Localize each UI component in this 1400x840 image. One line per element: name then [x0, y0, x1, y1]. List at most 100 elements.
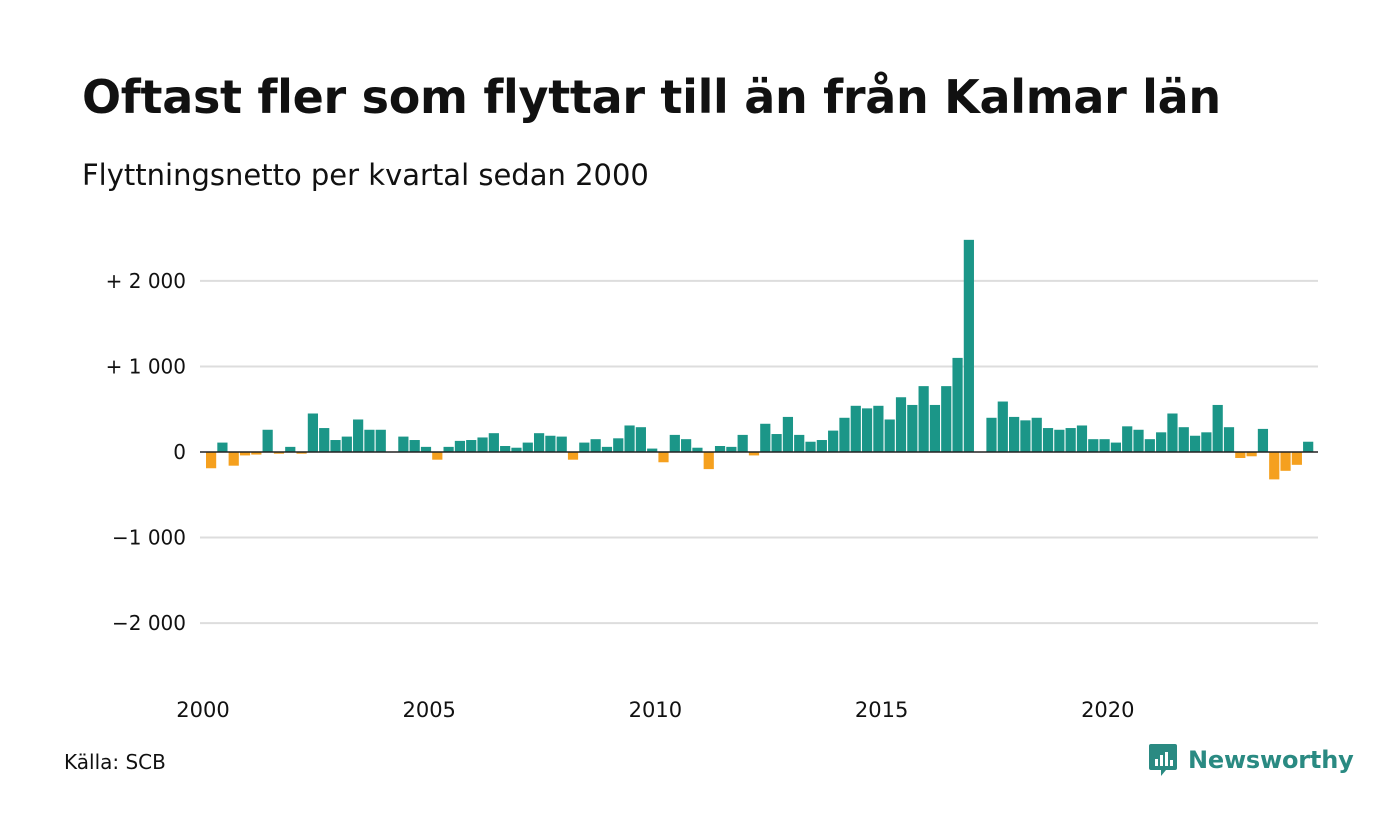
- bar: [273, 452, 285, 454]
- bar: [828, 430, 839, 452]
- bar: [217, 442, 228, 452]
- bar: [771, 434, 782, 452]
- bar: [1020, 420, 1031, 452]
- bar: [1110, 442, 1121, 452]
- bar: [986, 417, 997, 452]
- bar: [760, 423, 771, 452]
- bar: [1257, 428, 1269, 452]
- bar: [239, 452, 251, 456]
- bar: [647, 448, 658, 452]
- chart-title: Oftast fler som flyttar till än från Kal…: [82, 70, 1221, 124]
- bar: [782, 416, 794, 452]
- y-tick-label: + 1 000: [106, 354, 186, 378]
- bar: [692, 447, 703, 452]
- bar: [341, 436, 352, 452]
- bar: [477, 437, 488, 452]
- bar: [511, 447, 522, 452]
- bar: [794, 434, 805, 452]
- bar: [635, 427, 646, 452]
- bar: [918, 386, 929, 452]
- x-tick-label: 2005: [402, 698, 455, 722]
- bar: [330, 440, 341, 452]
- bar: [307, 413, 318, 452]
- bar: [1099, 439, 1110, 452]
- source-label: Källa: SCB: [64, 750, 166, 774]
- bar: [1291, 452, 1302, 465]
- bar: [1054, 429, 1065, 452]
- bar: [1167, 413, 1178, 452]
- bar: [262, 429, 273, 452]
- bar: [420, 446, 432, 452]
- gridlines: [200, 279, 1318, 625]
- bar: [726, 446, 737, 452]
- bar: [454, 440, 466, 452]
- bar: [398, 436, 409, 452]
- bar: [861, 408, 873, 452]
- bar: [500, 446, 511, 452]
- bar: [1303, 441, 1314, 452]
- bar: [488, 433, 499, 452]
- bar: [228, 452, 239, 466]
- bar: [206, 452, 217, 469]
- bar: [681, 439, 692, 452]
- bar: [533, 433, 545, 452]
- bar: [963, 239, 974, 452]
- x-tick-label: 2000: [176, 698, 229, 722]
- bar: [737, 434, 748, 452]
- bar: [884, 419, 895, 452]
- bar: [997, 401, 1008, 452]
- bar: [669, 434, 680, 452]
- bar: [1223, 427, 1235, 452]
- bar: [1269, 452, 1280, 480]
- bar: [907, 404, 918, 452]
- bar: [941, 386, 952, 452]
- bar: [748, 452, 760, 456]
- bar: [952, 357, 963, 452]
- bar: [1178, 427, 1189, 452]
- bar: [1280, 452, 1291, 471]
- bar: [658, 452, 669, 463]
- bar: [1212, 404, 1223, 452]
- bar: [1246, 452, 1257, 457]
- bar: [1009, 416, 1020, 452]
- bar: [895, 397, 907, 452]
- x-tick-label: 2010: [629, 698, 682, 722]
- bar: [567, 452, 579, 460]
- x-tick-label: 2015: [855, 698, 908, 722]
- bar: [319, 428, 330, 452]
- bar: [579, 442, 590, 452]
- y-tick-label: + 2 000: [106, 269, 186, 293]
- bar: [1088, 439, 1099, 452]
- bar: [251, 452, 262, 455]
- bar: [556, 436, 567, 452]
- brand-name: Newsworthy: [1188, 746, 1354, 774]
- bar: [839, 417, 850, 452]
- bar: [443, 446, 454, 452]
- bar: [703, 452, 714, 470]
- bar: [466, 440, 477, 452]
- bar: [1065, 428, 1076, 452]
- bar: [601, 446, 613, 452]
- y-axis-tick-labels: + 2 000 + 1 000 0 −1 000 −2 000: [106, 269, 186, 635]
- y-tick-label: −2 000: [112, 611, 186, 635]
- chart-subtitle: Flyttningsnetto per kvartal sedan 2000: [82, 158, 649, 192]
- x-axis-tick-labels: 2000 2005 2010 2015 2020: [176, 698, 1134, 722]
- bar: [929, 404, 941, 452]
- bar: [1156, 432, 1167, 452]
- y-tick-label: −1 000: [112, 526, 186, 550]
- bar: [1235, 452, 1246, 458]
- bar: [522, 442, 533, 452]
- bar: [624, 425, 635, 452]
- bars: [206, 239, 1314, 480]
- bar: [1133, 429, 1144, 452]
- bar: [805, 441, 816, 452]
- bar: [850, 405, 861, 452]
- newsworthy-brand[interactable]: Newsworthy: [1148, 742, 1354, 778]
- bar: [590, 439, 601, 452]
- bar: [873, 405, 884, 452]
- bar: [1042, 428, 1054, 452]
- bar: [296, 452, 307, 454]
- bar: [545, 435, 556, 452]
- bar: [714, 446, 726, 452]
